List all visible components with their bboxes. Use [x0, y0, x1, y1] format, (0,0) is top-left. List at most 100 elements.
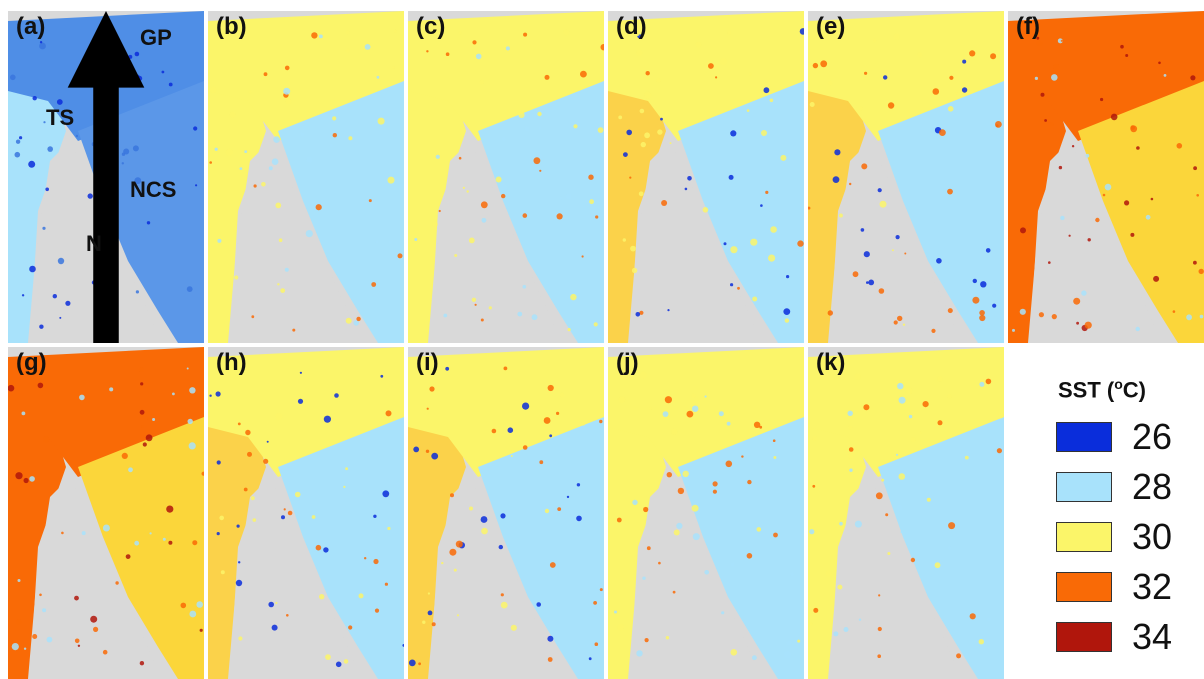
sst-speckle [1020, 227, 1026, 234]
sst-speckle [524, 126, 530, 132]
sst-speckle [28, 160, 36, 168]
sst-speckle [77, 644, 81, 647]
sst-speckle [134, 51, 140, 57]
sst-speckle [15, 472, 23, 480]
sst-speckle [507, 427, 514, 433]
legend-title-suffix: C) [1122, 377, 1147, 403]
sst-speckle [74, 638, 80, 644]
sst-speckle [427, 592, 430, 595]
peninsula [628, 477, 764, 679]
sst-speckle [947, 546, 951, 550]
sst-speckle [990, 53, 997, 60]
sst-speckle [275, 601, 278, 605]
sst-speckle [283, 87, 291, 95]
sst-speckle [1068, 234, 1071, 237]
west-sea [808, 51, 866, 343]
sst-speckle [937, 420, 943, 426]
sst-speckle [388, 240, 392, 244]
sst-speckle [166, 505, 174, 513]
sst-speckle [245, 429, 251, 436]
sst-speckle [132, 145, 139, 152]
sst-speckle [573, 124, 578, 129]
sst-speckle [121, 162, 125, 165]
sst-speckle [773, 456, 777, 459]
sst-speckle [43, 121, 46, 124]
sst-speckle [152, 418, 156, 421]
sst-speckle [563, 29, 570, 36]
sst-speckle [39, 41, 43, 44]
sst-speckle [431, 622, 436, 627]
panel-label-k: (k) [816, 349, 846, 376]
sst-speckle [588, 174, 594, 180]
sst-speckle [623, 152, 628, 158]
sst-speckle [186, 286, 193, 292]
sst-speckle [32, 634, 38, 639]
sst-speckle [640, 141, 646, 148]
west-sea [208, 387, 266, 679]
sst-speckle [491, 428, 497, 434]
panel-label-b: (b) [216, 13, 247, 40]
sst-speckle [1163, 74, 1167, 77]
sst-speckle [644, 132, 650, 139]
sst-speckle [661, 200, 668, 206]
sst-speckle [397, 253, 403, 259]
sst-speckle [1136, 146, 1140, 150]
panel-label-h: (h) [216, 349, 247, 376]
sst-speckle [345, 467, 348, 471]
sst-speckle [1044, 119, 1047, 122]
sst-speckle [580, 70, 587, 78]
sst-speckle [682, 470, 689, 477]
sst-speckle [549, 562, 556, 568]
sst-speckle [893, 33, 900, 40]
sst-speckle [741, 455, 744, 458]
sst-speckle [863, 251, 870, 258]
sst-speckle [702, 207, 709, 213]
sst-speckle [429, 386, 435, 392]
sst-speckle [538, 126, 541, 130]
panel-e: (e) [808, 11, 1004, 343]
sst-speckle [644, 638, 649, 643]
sst-speckle [972, 296, 980, 304]
sst-speckle [140, 382, 144, 386]
panel-i: (i) [408, 347, 604, 679]
legend-title-prefix: SST ( [1058, 377, 1115, 403]
sst-speckle [898, 396, 906, 404]
sst-speckle [1058, 165, 1063, 170]
sst-speckle [1053, 63, 1060, 71]
sst-speckle [727, 30, 732, 35]
sst-speckle [931, 328, 936, 333]
sst-speckle [877, 188, 882, 193]
sst-speckle [730, 649, 738, 656]
sst-speckle [773, 532, 778, 538]
sst-speckle [453, 568, 457, 572]
sst-speckle [565, 193, 572, 200]
sst-speckle [900, 531, 903, 534]
sst-speckle [1172, 310, 1176, 313]
sst-speckle [180, 602, 187, 609]
sst-speckle [408, 659, 416, 667]
sst-speckle [547, 657, 553, 662]
sst-speckle [125, 554, 131, 559]
sst-speckle [728, 174, 734, 180]
sst-speckle [730, 130, 737, 137]
sst-speckle [832, 176, 840, 184]
sst-speckle [723, 242, 727, 246]
sst-speckle [1040, 92, 1045, 97]
sst-speckle [1019, 308, 1026, 315]
sst-speckle [797, 240, 804, 247]
sst-speckle [979, 310, 985, 316]
peninsula [628, 141, 764, 343]
sst-speckle [364, 557, 367, 560]
sst-speckle [639, 108, 645, 114]
sst-speckle [356, 316, 361, 322]
sst-speckle [522, 284, 527, 289]
sst-speckle [39, 593, 42, 597]
sst-speckle [747, 479, 752, 485]
sst-speckle [32, 96, 37, 101]
sst-speckle [345, 317, 352, 324]
sst-speckle [725, 460, 733, 468]
sst-speckle [374, 608, 380, 613]
sst-speckle [672, 590, 676, 594]
sst-speckle [247, 451, 252, 457]
west-sea [408, 387, 466, 679]
